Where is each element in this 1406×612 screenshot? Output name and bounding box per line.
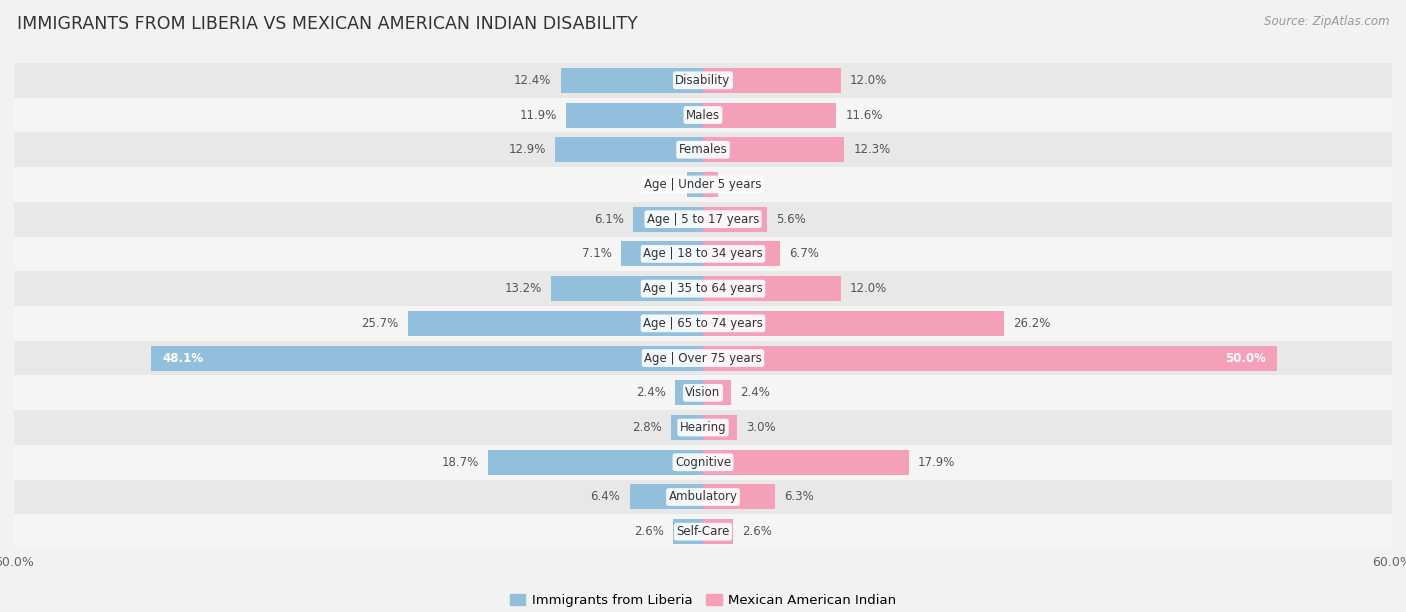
Text: Age | Over 75 years: Age | Over 75 years (644, 351, 762, 365)
Text: 17.9%: 17.9% (918, 456, 955, 469)
Text: 12.0%: 12.0% (851, 74, 887, 87)
Bar (14, 98, 1392, 132)
Text: 12.0%: 12.0% (851, 282, 887, 295)
Text: Source: ZipAtlas.com: Source: ZipAtlas.com (1264, 15, 1389, 28)
Text: 48.1%: 48.1% (162, 351, 204, 365)
Bar (703, 172, 718, 197)
Text: Hearing: Hearing (679, 421, 727, 434)
Text: 11.9%: 11.9% (520, 108, 557, 122)
Text: 6.7%: 6.7% (789, 247, 818, 261)
Bar (14, 202, 1392, 237)
Bar (567, 103, 703, 127)
Bar (14, 410, 1392, 445)
Text: Vision: Vision (685, 386, 721, 399)
Text: Ambulatory: Ambulatory (668, 490, 738, 504)
Text: Age | 18 to 34 years: Age | 18 to 34 years (643, 247, 763, 261)
Bar (561, 68, 703, 93)
Text: 1.3%: 1.3% (727, 178, 756, 191)
Bar (150, 346, 703, 371)
Bar (703, 241, 780, 266)
Text: 13.2%: 13.2% (505, 282, 543, 295)
Text: 7.1%: 7.1% (582, 247, 612, 261)
Text: Age | 5 to 17 years: Age | 5 to 17 years (647, 213, 759, 226)
Bar (703, 103, 837, 127)
Text: Females: Females (679, 143, 727, 156)
Text: 11.6%: 11.6% (845, 108, 883, 122)
Text: 12.3%: 12.3% (853, 143, 890, 156)
Text: 2.4%: 2.4% (740, 386, 769, 399)
Text: 18.7%: 18.7% (441, 456, 479, 469)
Text: 2.6%: 2.6% (634, 525, 664, 538)
Bar (703, 346, 1277, 371)
Text: 25.7%: 25.7% (361, 317, 399, 330)
Bar (703, 380, 731, 405)
Bar (671, 415, 703, 440)
Text: 2.6%: 2.6% (742, 525, 772, 538)
Text: Cognitive: Cognitive (675, 456, 731, 469)
Bar (14, 375, 1392, 410)
Bar (488, 450, 703, 475)
Bar (14, 132, 1392, 167)
Bar (14, 237, 1392, 271)
Text: 12.9%: 12.9% (509, 143, 546, 156)
Text: Age | 35 to 64 years: Age | 35 to 64 years (643, 282, 763, 295)
Text: 1.4%: 1.4% (648, 178, 678, 191)
Bar (703, 485, 775, 509)
Text: 2.8%: 2.8% (631, 421, 662, 434)
Bar (14, 480, 1392, 514)
Bar (14, 341, 1392, 375)
Text: Age | 65 to 74 years: Age | 65 to 74 years (643, 317, 763, 330)
Bar (14, 167, 1392, 202)
Bar (633, 207, 703, 232)
Bar (630, 485, 703, 509)
Bar (555, 137, 703, 162)
Text: 50.0%: 50.0% (1225, 351, 1265, 365)
Bar (703, 276, 841, 301)
Bar (703, 207, 768, 232)
Bar (703, 137, 844, 162)
Legend: Immigrants from Liberia, Mexican American Indian: Immigrants from Liberia, Mexican America… (505, 589, 901, 612)
Bar (14, 63, 1392, 98)
Bar (703, 311, 1004, 336)
Text: 12.4%: 12.4% (515, 74, 551, 87)
Bar (14, 445, 1392, 480)
Text: Self-Care: Self-Care (676, 525, 730, 538)
Text: 6.1%: 6.1% (593, 213, 624, 226)
Bar (703, 415, 738, 440)
Text: 6.4%: 6.4% (591, 490, 620, 504)
Text: IMMIGRANTS FROM LIBERIA VS MEXICAN AMERICAN INDIAN DISABILITY: IMMIGRANTS FROM LIBERIA VS MEXICAN AMERI… (17, 15, 638, 33)
Text: 26.2%: 26.2% (1012, 317, 1050, 330)
Bar (14, 271, 1392, 306)
Text: 5.6%: 5.6% (776, 213, 806, 226)
Text: 6.3%: 6.3% (785, 490, 814, 504)
Bar (703, 450, 908, 475)
Bar (703, 68, 841, 93)
Bar (14, 306, 1392, 341)
Text: 3.0%: 3.0% (747, 421, 776, 434)
Text: Disability: Disability (675, 74, 731, 87)
Bar (621, 241, 703, 266)
Bar (675, 380, 703, 405)
Bar (14, 514, 1392, 549)
Bar (673, 519, 703, 544)
Text: Males: Males (686, 108, 720, 122)
Text: 2.4%: 2.4% (637, 386, 666, 399)
Bar (551, 276, 703, 301)
Bar (408, 311, 703, 336)
Text: Age | Under 5 years: Age | Under 5 years (644, 178, 762, 191)
Bar (688, 172, 703, 197)
Bar (703, 519, 733, 544)
